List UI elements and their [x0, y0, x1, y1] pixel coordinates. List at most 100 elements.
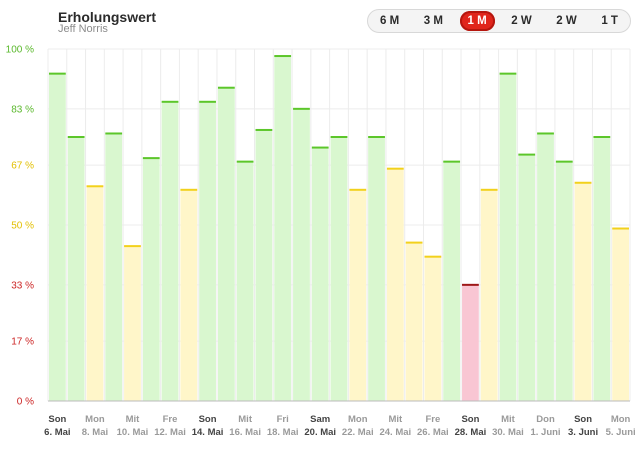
x-tick-weekday: Son — [199, 414, 217, 425]
bar-cap — [256, 129, 273, 131]
bar[interactable] — [462, 285, 479, 401]
bar[interactable] — [518, 155, 535, 401]
bar-cap — [518, 154, 535, 156]
bar[interactable] — [387, 169, 404, 401]
x-tick-date: 14. Mai — [192, 427, 224, 438]
x-tick-date: 20. Mai — [304, 427, 336, 438]
x-tick-date: 18. Mai — [267, 427, 299, 438]
bar-cap — [481, 189, 498, 191]
bar[interactable] — [293, 109, 310, 401]
x-tick-weekday: Son — [48, 414, 66, 425]
bar-cap — [443, 161, 460, 163]
bar[interactable] — [556, 162, 573, 401]
bar[interactable] — [274, 56, 291, 401]
x-tick-weekday: Mon — [85, 414, 105, 425]
y-tick-label: 67 % — [11, 161, 34, 172]
x-tick-date: 16. Mai — [229, 427, 261, 438]
bar[interactable] — [331, 137, 348, 401]
bar-cap — [406, 242, 423, 244]
bar-cap — [612, 228, 629, 230]
bar-cap — [218, 87, 235, 89]
bar-cap — [424, 256, 441, 258]
bar[interactable] — [537, 133, 554, 401]
x-tick-date: 10. Mai — [117, 427, 149, 438]
bar-cap — [500, 73, 517, 75]
x-tick-weekday: Mon — [348, 414, 368, 425]
y-tick-label: 33 % — [11, 280, 34, 291]
bar-cap — [274, 55, 291, 57]
x-tick-weekday: Son — [461, 414, 479, 425]
bar[interactable] — [406, 243, 423, 401]
x-tick-date: 28. Mai — [455, 427, 487, 438]
y-tick-label: 100 % — [6, 45, 34, 56]
x-tick-date: 12. Mai — [154, 427, 186, 438]
bar-cap — [368, 136, 385, 138]
bar[interactable] — [87, 186, 104, 401]
bar[interactable] — [256, 130, 273, 401]
x-tick-date: 22. Mai — [342, 427, 374, 438]
bar-cap — [349, 189, 366, 191]
bar-cap — [162, 101, 179, 103]
bar-cap — [293, 108, 310, 110]
bar-cap — [87, 185, 104, 187]
bar[interactable] — [105, 133, 122, 401]
x-tick-weekday: Mit — [126, 414, 141, 425]
x-tick-weekday: Son — [574, 414, 592, 425]
x-tick-weekday: Sam — [310, 414, 330, 425]
x-tick-date: 6. Mai — [44, 427, 70, 438]
y-tick-label: 50 % — [11, 221, 34, 232]
x-tick-weekday: Mon — [611, 414, 631, 425]
bar[interactable] — [443, 162, 460, 401]
x-tick-date: 8. Mai — [82, 427, 108, 438]
bar[interactable] — [199, 102, 216, 401]
bar-cap — [49, 73, 66, 75]
x-tick-weekday: Mit — [388, 414, 403, 425]
bar[interactable] — [424, 257, 441, 401]
x-tick-date: 24. Mai — [379, 427, 411, 438]
y-tick-label: 83 % — [11, 104, 34, 115]
bar[interactable] — [312, 148, 329, 401]
x-tick-weekday: Fri — [277, 414, 289, 425]
x-tick-weekday: Mit — [501, 414, 516, 425]
bar[interactable] — [180, 190, 197, 401]
bar[interactable] — [124, 246, 141, 401]
bar[interactable] — [68, 137, 85, 401]
bar-cap — [537, 132, 554, 134]
bar[interactable] — [218, 88, 235, 401]
x-tick-date: 1. Juni — [530, 427, 560, 438]
bar[interactable] — [368, 137, 385, 401]
bar[interactable] — [143, 158, 160, 401]
bar-cap — [124, 245, 141, 247]
bar[interactable] — [500, 74, 517, 401]
bar-cap — [593, 136, 610, 138]
x-tick-date: 3. Juni — [568, 427, 598, 438]
bar-cap — [199, 101, 216, 103]
y-tick-label: 17 % — [11, 337, 34, 348]
x-tick-date: 26. Mai — [417, 427, 449, 438]
bar[interactable] — [593, 137, 610, 401]
bar-cap — [180, 189, 197, 191]
bar[interactable] — [349, 190, 366, 401]
bar[interactable] — [575, 183, 592, 401]
bar-cap — [331, 136, 348, 138]
bar-cap — [556, 161, 573, 163]
bar[interactable] — [481, 190, 498, 401]
x-tick-weekday: Fre — [425, 414, 440, 425]
bar-cap — [462, 284, 479, 286]
bar-cap — [312, 147, 329, 149]
x-tick-weekday: Don — [536, 414, 555, 425]
bar[interactable] — [162, 102, 179, 401]
bar-cap — [387, 168, 404, 170]
y-tick-label: 0 % — [17, 397, 34, 408]
bar-cap — [105, 132, 122, 134]
x-tick-weekday: Mit — [238, 414, 253, 425]
recovery-bar-chart: 0 % 17 % 33 % 50 % 67 % 83 % 100 % Son 6. Mai Mon… — [0, 0, 641, 449]
bar[interactable] — [612, 229, 629, 401]
x-tick-date: 5. Juni — [606, 427, 636, 438]
bar[interactable] — [49, 74, 66, 401]
bar[interactable] — [237, 162, 254, 401]
bar-cap — [237, 161, 254, 163]
bar-cap — [68, 136, 85, 138]
bars — [49, 55, 629, 401]
bar-cap — [143, 157, 160, 159]
